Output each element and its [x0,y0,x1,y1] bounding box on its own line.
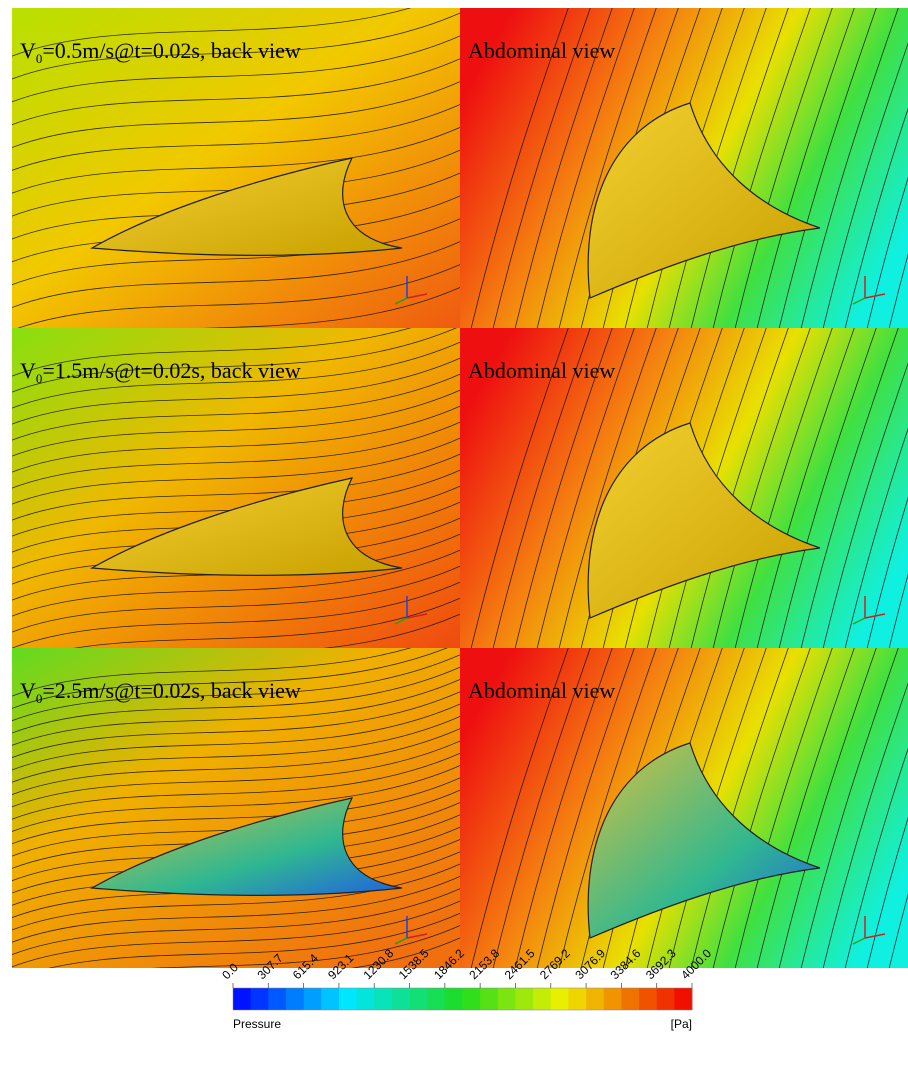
label-text: Abdominal view [468,38,615,63]
colorbar-band [498,988,516,1010]
colorbar-band [657,988,675,1010]
colorbar-band [410,988,428,1010]
label-text: Abdominal view [468,358,615,383]
colorbar-band [251,988,269,1010]
panel: Abdominal view [460,643,908,973]
colorbar-band [445,988,463,1010]
panel-label: V0=0.5m/s@t=0.02s, back view [20,38,301,66]
panel-label: Abdominal view [468,38,615,63]
colorbar-band [304,988,322,1010]
panel: V0=2.5m/s@t=0.02s, back view [7,628,465,1006]
colorbar-band [551,988,569,1010]
panel-label: Abdominal view [468,678,615,703]
panel-label: Abdominal view [468,358,615,383]
panel: Abdominal view [460,323,908,653]
colorbar-band [480,988,498,1010]
label-rest: =0.5m/s@t=0.02s, back view [42,38,300,63]
colorbar-band [357,988,375,1010]
colorbar-band [533,988,551,1010]
label-main: V [20,358,36,383]
panel-label: V0=1.5m/s@t=0.02s, back view [20,358,301,386]
panel: Abdominal view [460,3,908,333]
colorbar-band [339,988,357,1010]
colorbar-band [639,988,657,1010]
colorbar-band [268,988,286,1010]
colorbar-band [674,988,692,1010]
colorbar-band [515,988,533,1010]
colorbar-band [568,988,586,1010]
colorbar-title: Pressure [233,1017,281,1031]
figure: V0=0.5m/s@t=0.02s, back view Abdominal vi… [0,0,908,1071]
panel: V0=1.5m/s@t=0.02s, back view [7,308,465,682]
colorbar-band [463,988,481,1010]
colorbar-band [321,988,339,1010]
colorbar-band [286,988,304,1010]
colorbar-band [392,988,410,1010]
label-main: V [20,678,36,703]
colorbar-band [374,988,392,1010]
colorbar-band [604,988,622,1010]
label-text: Abdominal view [468,678,615,703]
label-rest: =1.5m/s@t=0.02s, back view [42,358,300,383]
colorbar-band [233,988,251,1010]
label-main: V [20,38,36,63]
label-rest: =2.5m/s@t=0.02s, back view [42,678,300,703]
colorbar-band [586,988,604,1010]
colorbar-unit: [Pa] [671,1017,692,1031]
panels: V0=0.5m/s@t=0.02s, back view Abdominal vi… [7,0,908,1006]
colorbar-band [621,988,639,1010]
panel: V0=0.5m/s@t=0.02s, back view [7,0,465,355]
panel-label: V0=2.5m/s@t=0.02s, back view [20,678,301,706]
colorbar-band [427,988,445,1010]
